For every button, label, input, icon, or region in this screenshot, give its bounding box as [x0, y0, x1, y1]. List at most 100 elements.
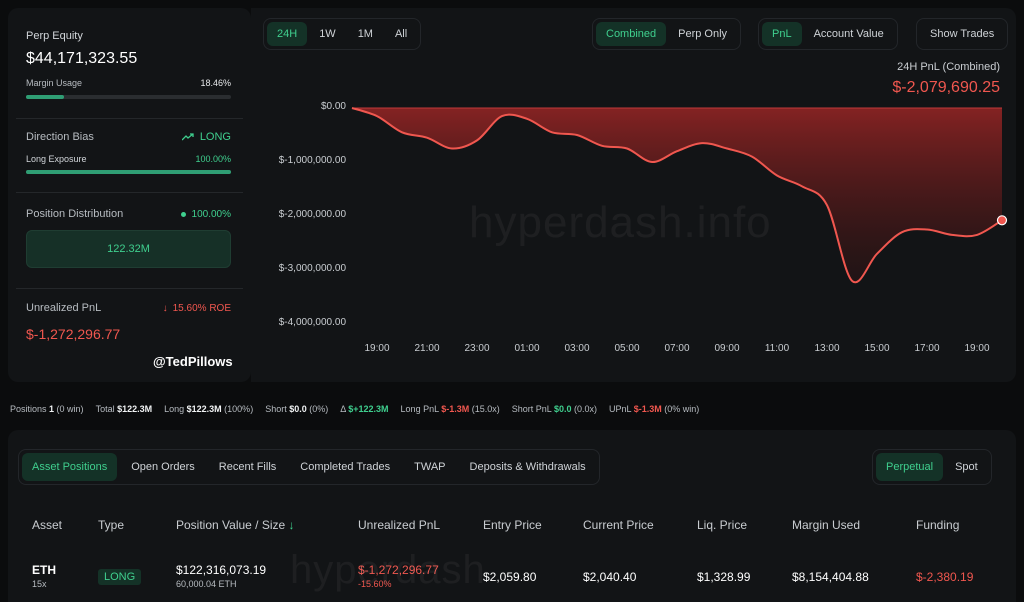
tab-deposits-withdrawals[interactable]: Deposits & Withdrawals: [469, 461, 586, 473]
column-header-entry-price[interactable]: Entry Price: [483, 518, 542, 532]
current-price: $2,040.40: [583, 570, 637, 584]
pnl-area-chart: [351, 107, 1008, 284]
liq-price: $1,328.99: [697, 570, 751, 584]
trend-up-icon: [181, 133, 194, 141]
pnl-area-fill: [352, 108, 1002, 283]
asset-symbol: ETH: [32, 563, 56, 577]
x-tick-label: 19:00: [964, 343, 990, 354]
stat-label: Total: [95, 404, 118, 414]
column-header-unrealized-pnl[interactable]: Unrealized PnL: [358, 518, 440, 532]
market-tab-spot[interactable]: Spot: [955, 461, 978, 473]
long-exposure-bar-fill: [26, 170, 231, 174]
tab-twap[interactable]: TWAP: [414, 461, 446, 473]
long-exposure-value: 100.00%: [195, 154, 231, 164]
column-header-asset[interactable]: Asset: [32, 518, 62, 532]
market-tab-perpetual[interactable]: Perpetual: [876, 453, 944, 481]
stat-value: $0.0: [553, 404, 572, 414]
stat-item: Short $0.0 (0%): [265, 404, 328, 414]
y-tick-label: $0.00: [320, 101, 346, 112]
x-tick-label: 05:00: [614, 343, 640, 354]
stat-extra: (0% win): [661, 404, 700, 414]
position-distribution-label: Position Distribution: [26, 208, 124, 220]
x-tick-label: 09:00: [714, 343, 740, 354]
tab-recent-fills[interactable]: Recent Fills: [218, 461, 277, 473]
margin-usage-value: 18.46%: [200, 78, 231, 88]
account-summary-card: Perp Equity $44,171,323.55 Margin Usage …: [8, 8, 251, 382]
margin-used: $8,154,404.88: [792, 570, 869, 584]
range-tab-1m[interactable]: 1M: [357, 28, 373, 40]
stat-item: Positions 1 (0 win): [10, 404, 84, 414]
stat-extra: (15.0x): [469, 404, 500, 414]
y-tick-label: $-1,000,000.00: [278, 155, 346, 166]
column-header-label: Margin Used: [792, 518, 861, 532]
long-exposure-label: Long Exposure: [26, 154, 87, 164]
margin-usage-label: Margin Usage: [26, 78, 83, 88]
arrow-down-icon: ↓: [162, 302, 168, 314]
range-tab-24h[interactable]: 24H: [267, 22, 308, 46]
x-tick-label: 19:00: [364, 343, 390, 354]
range-tab-all[interactable]: All: [394, 28, 408, 40]
tab-asset-positions[interactable]: Asset Positions: [22, 453, 118, 481]
position-distribution-indicator: 100.00%: [180, 209, 231, 220]
divider: [16, 288, 243, 289]
stat-item: Δ $+122.3M: [340, 404, 388, 414]
stat-value: $0.0: [289, 404, 307, 414]
x-tick-label: 13:00: [814, 343, 840, 354]
perp-equity-value: $44,171,323.55: [26, 50, 138, 67]
entry-price: $2,059.80: [483, 570, 537, 584]
tab-completed-trades[interactable]: Completed Trades: [300, 461, 391, 473]
site-watermark: hyperdash.info: [469, 198, 772, 247]
column-header-label: Asset: [32, 518, 63, 532]
column-header-position-value-size[interactable]: Position Value / Size ↓: [176, 518, 295, 532]
funding: $-2,380.19: [916, 570, 974, 584]
position-distribution-bar[interactable]: 122.32M: [26, 230, 231, 268]
current-point-marker[interactable]: [996, 215, 1008, 226]
column-header-label: Entry Price: [483, 518, 542, 532]
view-tab-perp-only[interactable]: Perp Only: [678, 28, 728, 40]
stat-value: $-1.3M: [441, 404, 470, 414]
stat-value: $122.3M: [117, 404, 153, 414]
x-tick-label: 07:00: [664, 343, 690, 354]
divider: [16, 118, 243, 119]
column-header-liq-price[interactable]: Liq. Price: [697, 518, 747, 532]
unrealized-pnl-label: Unrealized PnL: [26, 302, 102, 314]
column-header-margin-used[interactable]: Margin Used: [792, 518, 860, 532]
positions-stats-strip: Positions 1 (0 win) Total $122.3M Long $12…: [10, 404, 711, 414]
position-distribution-amount: 122.32M: [107, 243, 150, 255]
column-header-label: Liq. Price: [697, 518, 748, 532]
stat-value: 1: [49, 404, 55, 414]
chart-current-value: $-2,079,690.25: [892, 79, 1000, 96]
long-exposure-row: Long Exposure 100.00%: [26, 154, 231, 164]
stat-label: Δ: [340, 404, 349, 414]
pnl-series-line: [351, 107, 1003, 284]
long-exposure-bar: [26, 170, 231, 174]
stat-item: Long $122.3M (100%): [164, 404, 253, 414]
metric-selector: PnL Account Value: [758, 18, 898, 50]
x-tick-label: 03:00: [564, 343, 590, 354]
pnl-chart-card: 24H 1W 1M All Combined Perp Only PnL Account …: [251, 8, 1016, 382]
range-selector: 24H 1W 1M All: [263, 18, 422, 50]
positions-panel: [8, 430, 1016, 602]
row-unrealized-pnl: $-1,272,296.77: [358, 563, 439, 577]
stat-value: $-1.3M: [633, 404, 662, 414]
column-header-funding[interactable]: Funding: [916, 518, 959, 532]
range-tab-1w[interactable]: 1W: [319, 28, 336, 40]
stat-extra: (0%): [306, 404, 329, 414]
stat-label: UPnL: [609, 404, 634, 414]
margin-usage-bar-fill: [26, 95, 64, 99]
view-tab-combined[interactable]: Combined: [596, 22, 667, 46]
x-tick-label: 17:00: [914, 343, 940, 354]
metric-tab-account-value[interactable]: Account Value: [813, 28, 884, 40]
column-header-current-price[interactable]: Current Price: [583, 518, 654, 532]
margin-usage-row: Margin Usage 18.46%: [26, 78, 231, 88]
y-tick-label: $-2,000,000.00: [278, 209, 346, 220]
stat-item: UPnL $-1.3M (0% win): [609, 404, 699, 414]
tab-open-orders[interactable]: Open Orders: [131, 461, 195, 473]
column-header-type[interactable]: Type: [98, 518, 124, 532]
stat-label: Long: [164, 404, 187, 414]
metric-tab-pnl[interactable]: PnL: [762, 22, 802, 46]
unrealized-roe-value: 15.60% ROE: [172, 302, 231, 314]
direction-bias-indicator: LONG: [181, 131, 231, 143]
dot-icon: [180, 211, 186, 217]
show-trades-button[interactable]: Show Trades: [930, 28, 995, 40]
